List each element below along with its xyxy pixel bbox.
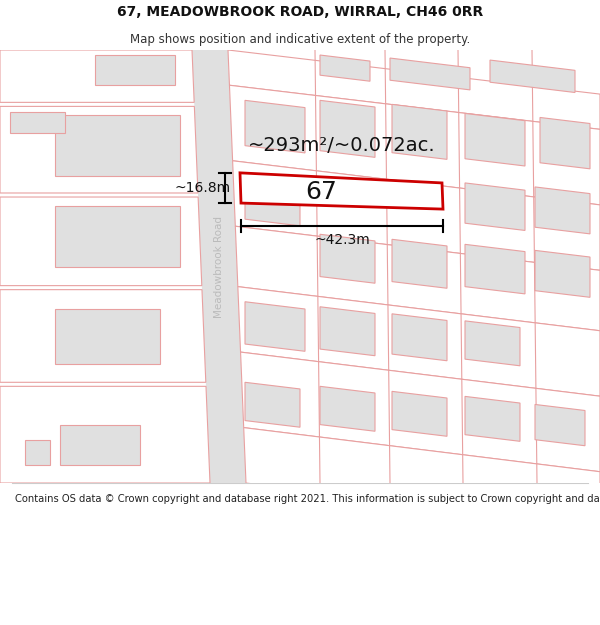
Polygon shape bbox=[0, 386, 210, 483]
Bar bbox=[95, 55, 175, 85]
Bar bbox=[25, 440, 50, 465]
Polygon shape bbox=[240, 173, 443, 209]
Polygon shape bbox=[465, 321, 520, 366]
Polygon shape bbox=[320, 307, 375, 356]
Bar bbox=[60, 424, 140, 465]
Text: 67: 67 bbox=[305, 180, 337, 204]
Polygon shape bbox=[465, 396, 520, 441]
Text: Map shows position and indicative extent of the property.: Map shows position and indicative extent… bbox=[130, 32, 470, 46]
Polygon shape bbox=[320, 55, 370, 81]
Polygon shape bbox=[320, 386, 375, 431]
Polygon shape bbox=[244, 428, 600, 527]
Polygon shape bbox=[235, 226, 600, 331]
Polygon shape bbox=[535, 187, 590, 234]
Polygon shape bbox=[535, 404, 585, 446]
Polygon shape bbox=[238, 287, 600, 396]
Polygon shape bbox=[228, 50, 600, 129]
Polygon shape bbox=[0, 289, 206, 382]
Polygon shape bbox=[241, 352, 600, 472]
Polygon shape bbox=[0, 197, 202, 286]
Text: ~16.8m: ~16.8m bbox=[175, 181, 231, 195]
Bar bbox=[10, 112, 65, 132]
Polygon shape bbox=[229, 85, 600, 205]
Polygon shape bbox=[233, 161, 600, 271]
Polygon shape bbox=[245, 184, 300, 226]
Bar bbox=[55, 116, 180, 176]
Text: Meadowbrook Road: Meadowbrook Road bbox=[214, 216, 224, 318]
Polygon shape bbox=[465, 244, 525, 294]
Polygon shape bbox=[465, 183, 525, 231]
Text: 67, MEADOWBROOK ROAD, WIRRAL, CH46 0RR: 67, MEADOWBROOK ROAD, WIRRAL, CH46 0RR bbox=[117, 6, 483, 19]
Polygon shape bbox=[390, 58, 470, 90]
Polygon shape bbox=[245, 382, 300, 428]
Polygon shape bbox=[392, 239, 447, 288]
Polygon shape bbox=[392, 391, 447, 436]
Polygon shape bbox=[392, 104, 447, 159]
Polygon shape bbox=[320, 101, 375, 158]
Polygon shape bbox=[535, 251, 590, 298]
Polygon shape bbox=[490, 60, 575, 92]
Polygon shape bbox=[392, 314, 447, 361]
Polygon shape bbox=[0, 50, 194, 102]
Text: ~293m²/~0.072ac.: ~293m²/~0.072ac. bbox=[248, 136, 436, 155]
Polygon shape bbox=[320, 234, 375, 283]
Bar bbox=[55, 206, 180, 266]
Bar bbox=[55, 309, 160, 364]
Text: ~42.3m: ~42.3m bbox=[314, 233, 370, 248]
Polygon shape bbox=[540, 118, 590, 169]
Polygon shape bbox=[192, 50, 246, 483]
Polygon shape bbox=[245, 101, 305, 153]
Polygon shape bbox=[0, 106, 198, 193]
Polygon shape bbox=[465, 114, 525, 166]
Polygon shape bbox=[245, 302, 305, 351]
Text: Contains OS data © Crown copyright and database right 2021. This information is : Contains OS data © Crown copyright and d… bbox=[15, 494, 600, 504]
